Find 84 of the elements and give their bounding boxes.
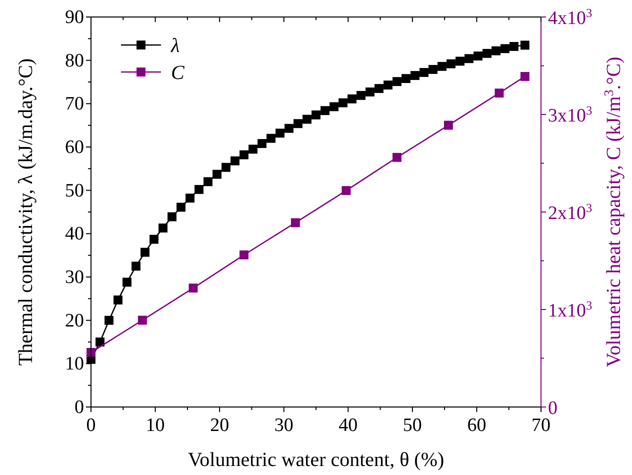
y-tick-label: 90	[65, 7, 84, 28]
point	[276, 128, 284, 138]
y-tick-label: 60	[65, 137, 84, 158]
point	[186, 194, 194, 203]
point	[188, 284, 198, 293]
point	[492, 46, 500, 56]
x-tick-label: 50	[402, 415, 422, 436]
x-axis-title: Volumetric water content, θ (%)	[188, 449, 444, 471]
x-tick-label: 10	[146, 415, 165, 436]
point	[114, 295, 122, 304]
point	[132, 262, 140, 271]
point	[158, 224, 168, 233]
point	[240, 150, 248, 160]
y-tick-label: 10	[65, 354, 84, 375]
point	[464, 54, 474, 64]
point	[240, 250, 248, 260]
point	[302, 114, 312, 124]
point	[294, 119, 302, 128]
point	[402, 74, 410, 84]
point	[392, 77, 402, 86]
y-tick-label: 20	[65, 310, 84, 332]
x-tick-label: 30	[274, 415, 294, 436]
point	[520, 72, 530, 81]
point	[104, 316, 114, 325]
point	[222, 162, 230, 172]
point	[366, 87, 374, 96]
point	[500, 44, 510, 54]
point	[428, 64, 438, 74]
point	[446, 59, 456, 68]
y2-tick-label: 2x10$^{3}$	[548, 201, 592, 224]
y2-tick-label: 1x10$^{3}$	[548, 298, 592, 322]
point	[138, 316, 147, 325]
y-tick-label: 80	[65, 50, 84, 72]
point	[510, 42, 518, 51]
x-tick-label: 40	[338, 415, 358, 436]
y-tick-label: 0	[74, 397, 84, 418]
y-axis-title: Thermal conductivity, λ (kJ/m.day.°C)	[15, 58, 37, 366]
legend-label: C	[171, 62, 185, 84]
point	[520, 40, 530, 50]
point	[140, 248, 150, 257]
point	[392, 152, 402, 162]
point	[348, 94, 356, 104]
point	[284, 124, 294, 133]
point	[194, 184, 204, 194]
point	[482, 48, 492, 58]
y-tick-label: 40	[65, 224, 84, 245]
point	[356, 90, 366, 100]
y-tick-label: 30	[65, 267, 84, 288]
y-tick-label: 50	[65, 180, 84, 202]
point	[248, 144, 258, 154]
point	[230, 156, 240, 166]
point	[330, 102, 338, 112]
y2-tick-label: 0	[548, 398, 558, 419]
point	[342, 186, 351, 196]
point	[122, 278, 132, 287]
point	[420, 68, 428, 77]
point	[474, 52, 482, 60]
point	[86, 348, 96, 357]
y2-tick-label: 3x10$^{3}$	[548, 104, 592, 126]
x-tick-label: 60	[467, 415, 486, 436]
x-tick-label: 20	[210, 415, 230, 436]
x-tick-label: 70	[532, 415, 550, 436]
point	[374, 84, 384, 93]
point	[444, 120, 453, 130]
point	[96, 338, 104, 346]
point	[258, 139, 266, 148]
point	[168, 212, 176, 222]
point	[204, 177, 212, 186]
point	[494, 88, 504, 98]
point	[456, 56, 464, 66]
point	[320, 106, 330, 116]
legend-label: λ	[170, 35, 180, 57]
point	[150, 234, 158, 244]
point	[338, 98, 348, 108]
point	[290, 218, 300, 228]
point	[384, 80, 392, 90]
point	[410, 71, 420, 80]
y2-tick-label: 4x10$^{3}$	[548, 6, 592, 29]
point	[176, 202, 186, 212]
y-tick-label: 70	[65, 94, 84, 115]
point	[266, 134, 276, 143]
point	[438, 62, 446, 71]
point	[312, 110, 320, 120]
point	[212, 170, 222, 179]
